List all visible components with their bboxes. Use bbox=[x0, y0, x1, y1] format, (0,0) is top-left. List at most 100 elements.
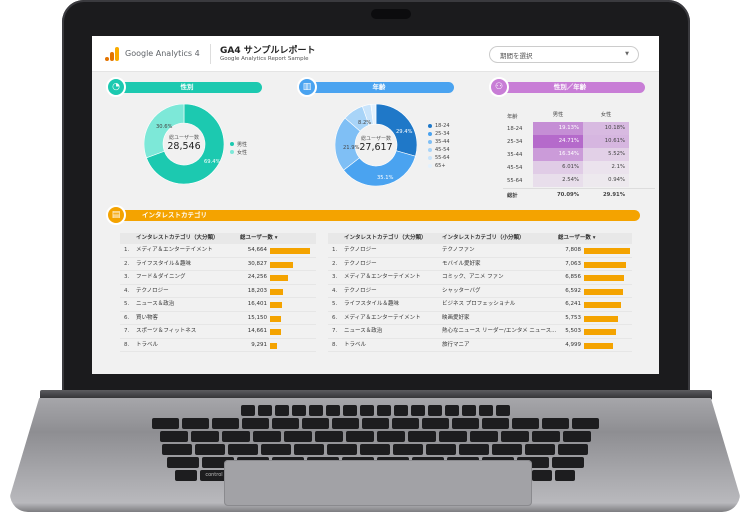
keyboard-key[interactable] bbox=[525, 444, 555, 455]
keyboard-key[interactable] bbox=[201, 457, 234, 468]
header-category[interactable]: インタレストカテゴリ（小分類） bbox=[442, 235, 525, 241]
keyboard-key[interactable] bbox=[325, 405, 340, 416]
keyboard-key[interactable] bbox=[558, 444, 588, 455]
google-analytics-logo-icon bbox=[105, 47, 119, 61]
keyboard-key[interactable] bbox=[327, 444, 357, 455]
keyboard-key[interactable] bbox=[359, 405, 374, 416]
keyboard-key[interactable] bbox=[551, 457, 584, 468]
keyboard-key[interactable] bbox=[271, 418, 299, 429]
keyboard-key[interactable] bbox=[571, 418, 599, 429]
keyboard-key[interactable] bbox=[555, 470, 575, 481]
keyboard-key[interactable] bbox=[360, 444, 390, 455]
keyboard-key[interactable] bbox=[190, 431, 219, 442]
keyboard-key[interactable] bbox=[241, 418, 269, 429]
keyboard-key[interactable] bbox=[481, 418, 509, 429]
table-row[interactable]: 5. ニュース＆政治 16,401 bbox=[120, 298, 316, 312]
table-row[interactable]: 5. ライフスタイル＆趣味 ビジネス プロフェッショナル 6,241 bbox=[328, 298, 632, 312]
keyboard-key[interactable] bbox=[301, 418, 329, 429]
keyboard-key[interactable] bbox=[252, 431, 281, 442]
keyboard-key[interactable] bbox=[438, 431, 467, 442]
table-row[interactable]: 1. テクノロジー テクノファン 7,808 bbox=[328, 244, 632, 258]
keyboard-key[interactable] bbox=[516, 457, 549, 468]
header-category[interactable]: インタレストカテゴリ（大分類） bbox=[344, 235, 427, 241]
keyboard-key[interactable] bbox=[181, 418, 209, 429]
table-row[interactable]: 3. フード＆ダイニング 24,256 bbox=[120, 271, 316, 285]
keyboard-key[interactable] bbox=[308, 405, 323, 416]
keyboard-key[interactable] bbox=[162, 444, 192, 455]
keyboard-key[interactable] bbox=[151, 418, 179, 429]
keyboard-key[interactable] bbox=[426, 444, 456, 455]
table-row[interactable]: 7. ニュース＆政治 熱心なニュース リーダー/エンタメ ニュース... 5,503 bbox=[328, 325, 632, 339]
keyboard-key[interactable] bbox=[166, 457, 199, 468]
keyboard-key[interactable] bbox=[393, 444, 423, 455]
header-users-sort[interactable]: 総ユーザー数 ▾ bbox=[558, 235, 596, 241]
keyboard-key[interactable] bbox=[421, 418, 449, 429]
keyboard-key[interactable] bbox=[410, 405, 425, 416]
keyboard-key[interactable] bbox=[541, 418, 569, 429]
keyboard-key[interactable] bbox=[159, 431, 188, 442]
keyboard-key[interactable] bbox=[532, 470, 552, 481]
keyboard-key[interactable] bbox=[314, 431, 343, 442]
keyboard-key[interactable] bbox=[376, 431, 405, 442]
table-row[interactable]: 2. テクノロジー モバイル愛好家 7,063 bbox=[328, 258, 632, 271]
table-row[interactable]: 8. トラベル 9,291 bbox=[120, 339, 316, 352]
keyboard-key[interactable] bbox=[331, 418, 359, 429]
keyboard-key[interactable] bbox=[500, 431, 529, 442]
period-select[interactable]: 期間を選択 ▼ bbox=[489, 46, 639, 63]
keyboard-key[interactable] bbox=[221, 431, 250, 442]
table-row[interactable]: 4. テクノロジー シャッターバグ 6,592 bbox=[328, 285, 632, 298]
keyboard-key[interactable] bbox=[228, 444, 258, 455]
table-row[interactable]: 4. テクノロジー 18,203 bbox=[120, 285, 316, 298]
keyboard-key[interactable] bbox=[345, 431, 374, 442]
keyboard-key[interactable] bbox=[294, 444, 324, 455]
table-row[interactable]: 7. スポーツ＆フィットネス 14,661 bbox=[120, 325, 316, 339]
keyboard-key[interactable] bbox=[291, 405, 306, 416]
table-row[interactable]: 8. トラベル 旅行マニア 4,999 bbox=[328, 339, 632, 352]
gender-donut-chart: 総ユーザー数 28,546 69.4% 30.6% bbox=[143, 103, 225, 185]
keyboard-key[interactable] bbox=[175, 470, 197, 481]
keyboard-key[interactable] bbox=[511, 418, 539, 429]
female-pct-cell: 10.61% bbox=[583, 135, 629, 148]
keyboard-key[interactable] bbox=[451, 418, 479, 429]
keyboard-key[interactable] bbox=[531, 431, 560, 442]
keyboard-key[interactable] bbox=[391, 418, 419, 429]
header-users-sort[interactable]: 総ユーザー数 ▾ bbox=[240, 235, 278, 241]
row-users: 18,203 bbox=[247, 287, 267, 294]
table-row[interactable]: 2. ライフスタイル＆趣味 30,827 bbox=[120, 258, 316, 271]
keyboard-key[interactable] bbox=[211, 418, 239, 429]
table-row[interactable]: 1. メディア＆エンターテイメント 54,664 bbox=[120, 244, 316, 258]
keyboard-key[interactable] bbox=[444, 405, 459, 416]
keyboard-key[interactable] bbox=[469, 431, 498, 442]
row-rank: 3. bbox=[332, 274, 338, 280]
keyboard-key[interactable] bbox=[361, 418, 389, 429]
table-row[interactable]: 3. メディア＆エンターテイメント コミック、アニメ ファン 6,856 bbox=[328, 271, 632, 285]
keyboard-key[interactable] bbox=[562, 431, 591, 442]
header-category[interactable]: インタレストカテゴリ（大分類） bbox=[136, 235, 219, 241]
keyboard-key[interactable] bbox=[393, 405, 408, 416]
keyboard-key[interactable] bbox=[407, 431, 436, 442]
users-icon: ⚇ bbox=[489, 77, 509, 97]
gender-age-total-row: 総計 70.09% 29.91% bbox=[503, 188, 655, 201]
keyboard-key[interactable]: control bbox=[200, 470, 228, 481]
laptop-trackpad[interactable] bbox=[224, 460, 532, 506]
keyboard-key[interactable] bbox=[283, 431, 312, 442]
keyboard-key[interactable] bbox=[257, 405, 272, 416]
keyboard-key[interactable] bbox=[274, 405, 289, 416]
keyboard-key[interactable] bbox=[261, 444, 291, 455]
keyboard-key[interactable] bbox=[495, 405, 510, 416]
table-row[interactable]: 6. メディア＆エンターテイメント 映画愛好家 5,753 bbox=[328, 312, 632, 325]
keyboard-key[interactable] bbox=[240, 405, 255, 416]
keyboard-key[interactable] bbox=[461, 405, 476, 416]
keyboard-key[interactable] bbox=[492, 444, 522, 455]
row-users: 14,661 bbox=[247, 328, 267, 334]
keyboard-key[interactable] bbox=[195, 444, 225, 455]
keyboard-key[interactable] bbox=[459, 444, 489, 455]
gender-center-label: 総ユーザー数 bbox=[169, 135, 199, 141]
keyboard-key[interactable] bbox=[427, 405, 442, 416]
keyboard-key[interactable] bbox=[342, 405, 357, 416]
keyboard-key[interactable] bbox=[478, 405, 493, 416]
age-cell: 35-44 bbox=[507, 151, 523, 158]
keyboard-key[interactable] bbox=[376, 405, 391, 416]
table-row[interactable]: 6. 買い物客 15,150 bbox=[120, 312, 316, 325]
gender-slice-男性 bbox=[146, 103, 225, 185]
